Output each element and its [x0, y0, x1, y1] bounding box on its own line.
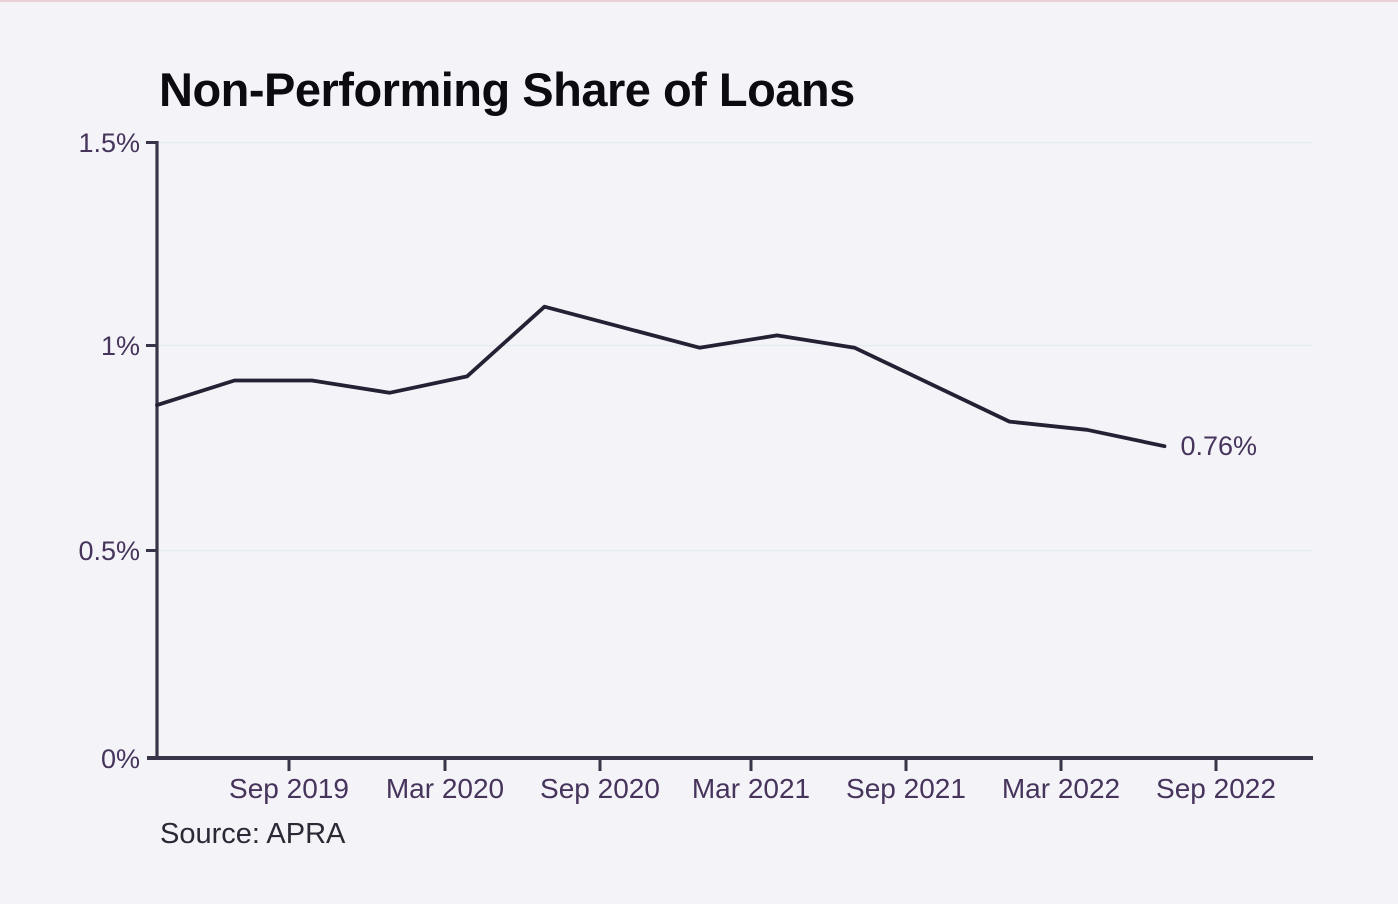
y-axis-label-1-5: 1.5% [78, 128, 140, 158]
x-axis-label-sep-2019: Sep 2019 [229, 773, 349, 804]
x-axis-label-mar-2022: Mar 2022 [1002, 773, 1120, 804]
end-value-label: 0.76% [1181, 431, 1258, 461]
chart-title: Non-Performing Share of Loans [159, 63, 855, 116]
data-line [155, 304, 1167, 449]
top-edge-line [0, 0, 1398, 2]
x-axis-label-mar-2021: Mar 2021 [692, 773, 810, 804]
x-axis-label-sep-2022: Sep 2022 [1156, 773, 1276, 804]
x-axis-label-sep-2021: Sep 2021 [846, 773, 966, 804]
y-axis-label-0-5: 0.5% [78, 536, 140, 566]
y-axis-label-0: 0% [101, 744, 140, 774]
x-axis-label-sep-2020: Sep 2020 [540, 773, 660, 804]
y-axis-label-1-0: 1% [101, 331, 140, 361]
source-note: Source: APRA [160, 818, 346, 850]
x-axis-label-mar-2020: Mar 2020 [386, 773, 504, 804]
